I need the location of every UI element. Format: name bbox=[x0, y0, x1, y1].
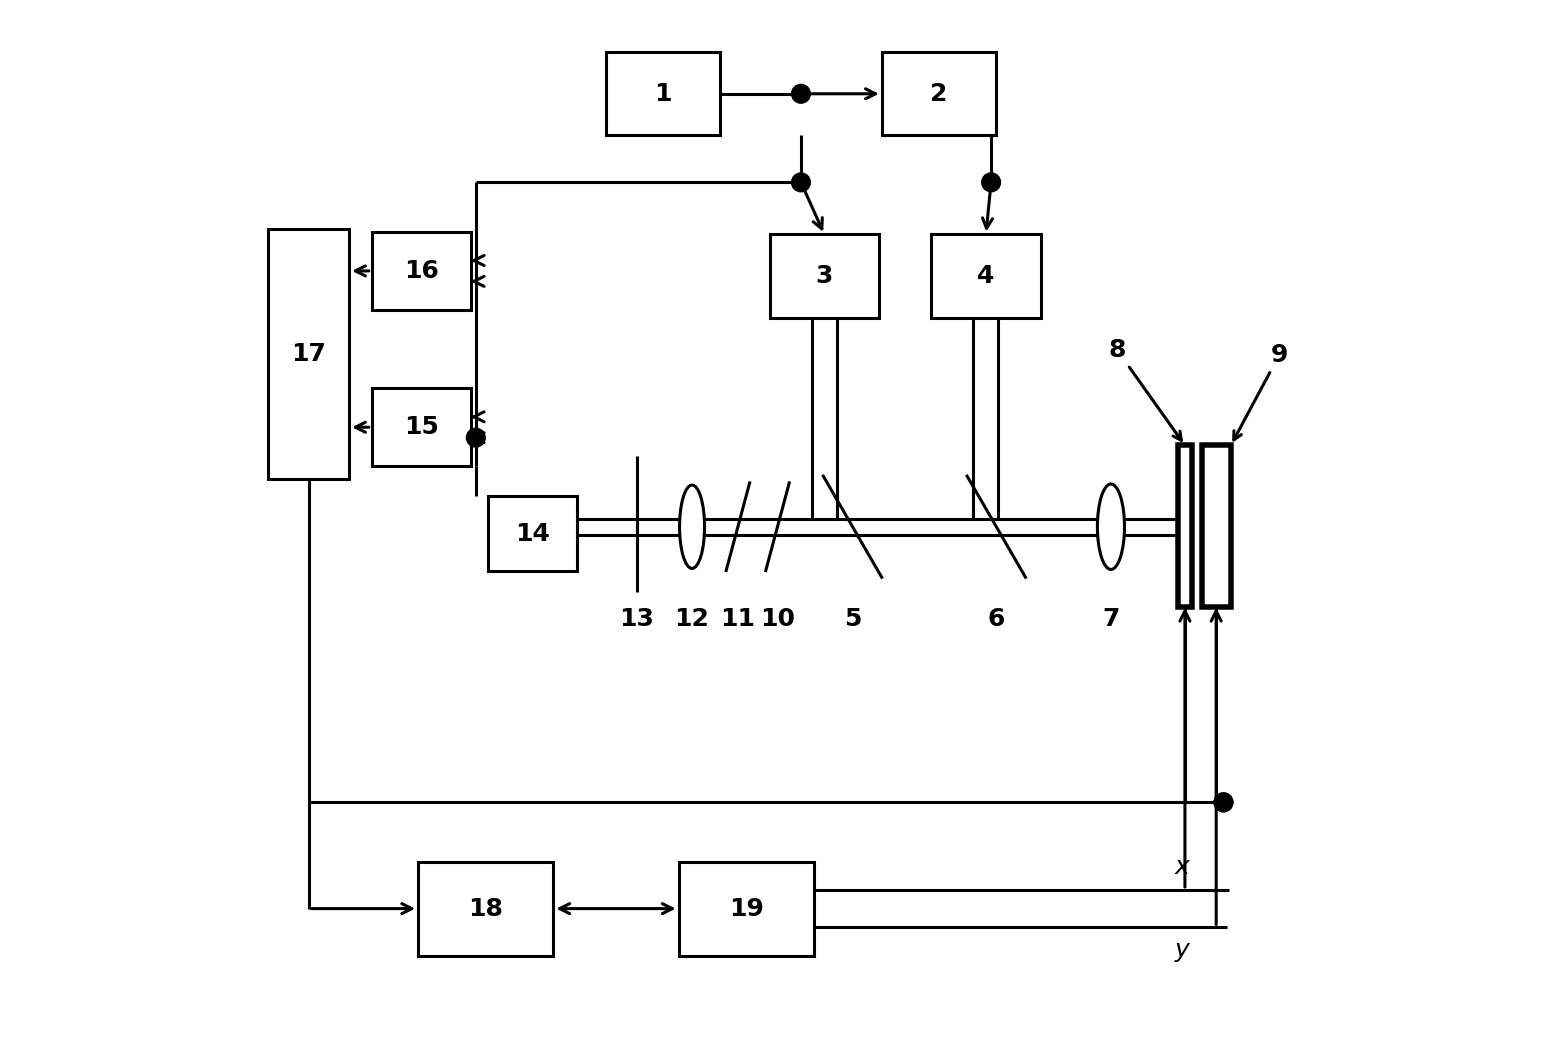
Text: x: x bbox=[1174, 855, 1190, 879]
Text: 17: 17 bbox=[291, 342, 327, 367]
FancyBboxPatch shape bbox=[931, 234, 1040, 318]
Circle shape bbox=[981, 173, 1000, 192]
Text: 6: 6 bbox=[987, 607, 1005, 631]
FancyBboxPatch shape bbox=[770, 234, 879, 318]
Text: 4: 4 bbox=[977, 264, 995, 289]
FancyBboxPatch shape bbox=[267, 229, 350, 479]
FancyBboxPatch shape bbox=[418, 862, 554, 956]
Text: 18: 18 bbox=[468, 896, 504, 921]
FancyBboxPatch shape bbox=[678, 862, 813, 956]
Text: 10: 10 bbox=[760, 607, 795, 631]
Circle shape bbox=[1214, 793, 1233, 812]
FancyBboxPatch shape bbox=[1177, 446, 1193, 606]
Text: 5: 5 bbox=[844, 607, 861, 631]
Ellipse shape bbox=[680, 486, 704, 569]
Text: 14: 14 bbox=[515, 521, 550, 546]
FancyBboxPatch shape bbox=[882, 52, 997, 135]
Circle shape bbox=[466, 428, 485, 447]
Text: 12: 12 bbox=[675, 607, 709, 631]
Text: 15: 15 bbox=[404, 415, 439, 440]
Text: 16: 16 bbox=[404, 258, 439, 283]
Text: y: y bbox=[1174, 938, 1190, 962]
Text: 1: 1 bbox=[655, 81, 672, 106]
Text: 13: 13 bbox=[619, 607, 655, 631]
Circle shape bbox=[791, 84, 810, 103]
Text: 8: 8 bbox=[1109, 338, 1182, 441]
FancyBboxPatch shape bbox=[605, 52, 720, 135]
Text: 9: 9 bbox=[1233, 343, 1288, 440]
FancyBboxPatch shape bbox=[1202, 446, 1230, 606]
Circle shape bbox=[791, 173, 810, 192]
Text: 3: 3 bbox=[816, 264, 833, 289]
FancyBboxPatch shape bbox=[488, 496, 577, 571]
Text: 2: 2 bbox=[930, 81, 947, 106]
FancyBboxPatch shape bbox=[372, 232, 471, 311]
FancyBboxPatch shape bbox=[372, 389, 471, 467]
Text: 11: 11 bbox=[720, 607, 756, 631]
Ellipse shape bbox=[1098, 483, 1124, 569]
Text: 7: 7 bbox=[1102, 607, 1120, 631]
Circle shape bbox=[1214, 793, 1233, 812]
Text: 19: 19 bbox=[729, 896, 764, 921]
